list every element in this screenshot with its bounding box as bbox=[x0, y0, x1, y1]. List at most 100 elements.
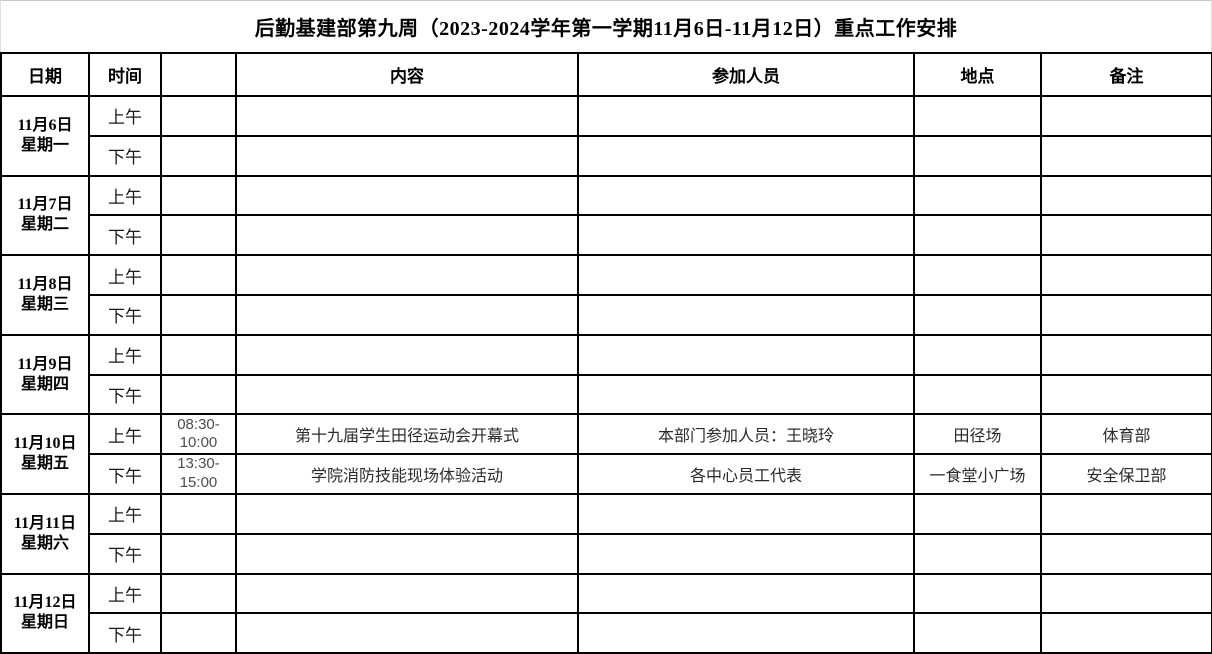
location-cell bbox=[913, 134, 1042, 177]
period-cell: 上午 bbox=[88, 174, 162, 217]
table-row: 11月11日 星期六 上午 bbox=[0, 492, 1212, 575]
period-cell: 下午 bbox=[88, 134, 162, 177]
participants-cell: 各中心员工代表 bbox=[577, 453, 915, 495]
date-cell: 11月10日 星期五 bbox=[0, 413, 90, 495]
note-cell bbox=[1040, 134, 1212, 177]
participants-cell bbox=[577, 174, 915, 217]
title-band: 后勤基建部第九周（2023-2024学年第一学期11月6日-11月12日）重点工… bbox=[0, 0, 1212, 52]
participants-cell bbox=[577, 612, 915, 654]
weekday-text: 星期五 bbox=[20, 455, 69, 473]
participants-cell bbox=[577, 293, 915, 336]
content-cell bbox=[235, 572, 579, 615]
note-cell bbox=[1040, 95, 1212, 137]
location-cell bbox=[913, 492, 1042, 535]
content-cell bbox=[235, 293, 579, 336]
period-cell: 上午 bbox=[88, 95, 162, 137]
period-cell: 下午 bbox=[88, 532, 162, 575]
time-cell bbox=[160, 95, 237, 137]
table-row: 11月10日 星期五 上午 08:30-10:00 第十九届学生田径运动会开幕式… bbox=[0, 413, 1212, 495]
note-cell bbox=[1040, 293, 1212, 336]
time-cell bbox=[160, 214, 237, 257]
location-cell bbox=[913, 174, 1042, 217]
period-cell: 下午 bbox=[88, 293, 162, 336]
content-cell bbox=[235, 333, 579, 376]
time-cell bbox=[160, 174, 237, 217]
table-row: 下午 bbox=[1, 214, 1212, 257]
table-row: 下午 13:30-15:00 学院消防技能现场体验活动 各中心员工代表 一食堂小… bbox=[1, 453, 1212, 495]
location-cell bbox=[913, 612, 1042, 654]
participants-cell bbox=[577, 95, 915, 137]
note-cell bbox=[1040, 532, 1212, 575]
participants-cell bbox=[577, 134, 915, 177]
period-cell: 下午 bbox=[88, 612, 162, 654]
date-cell: 11月11日 星期六 bbox=[0, 492, 90, 575]
time-cell bbox=[160, 492, 237, 535]
period-cell: 上午 bbox=[88, 254, 162, 296]
time-cell bbox=[160, 532, 237, 575]
participants-cell: 本部门参加人员：王晓玲 bbox=[577, 413, 915, 456]
participants-cell bbox=[577, 214, 915, 257]
schedule-table: 日期 时间 内容 参加人员 地点 备注 11月6日 星期一 上午 下午 bbox=[0, 52, 1212, 654]
content-cell bbox=[235, 174, 579, 217]
content-cell: 学院消防技能现场体验活动 bbox=[235, 453, 579, 495]
content-cell bbox=[235, 532, 579, 575]
table-row: 11月9日 星期四 上午 bbox=[0, 333, 1212, 416]
note-cell bbox=[1040, 612, 1212, 654]
period-cell: 上午 bbox=[88, 572, 162, 615]
weekday-text: 星期一 bbox=[20, 136, 69, 154]
content-cell bbox=[235, 492, 579, 535]
table-header-row: 日期 时间 内容 参加人员 地点 备注 bbox=[0, 52, 1212, 97]
table-row: 下午 bbox=[1, 293, 1212, 336]
note-cell bbox=[1040, 174, 1212, 217]
note-cell bbox=[1040, 254, 1212, 296]
date-text: 11月11日 bbox=[13, 514, 77, 532]
col-header-date: 日期 bbox=[0, 52, 90, 97]
content-cell: 第十九届学生田径运动会开幕式 bbox=[235, 413, 579, 456]
time-cell bbox=[160, 134, 237, 177]
content-cell bbox=[235, 95, 579, 137]
time-cell bbox=[160, 293, 237, 336]
date-text: 11月10日 bbox=[13, 435, 77, 453]
col-header-participants: 参加人员 bbox=[577, 52, 915, 97]
location-cell bbox=[913, 532, 1042, 575]
note-cell bbox=[1040, 214, 1212, 257]
location-cell bbox=[913, 254, 1042, 296]
note-cell bbox=[1040, 333, 1212, 376]
participants-cell bbox=[577, 532, 915, 575]
col-header-location: 地点 bbox=[913, 52, 1042, 97]
date-cell: 11月7日 星期二 bbox=[0, 174, 90, 257]
page-title: 后勤基建部第九周（2023-2024学年第一学期11月6日-11月12日）重点工… bbox=[254, 18, 958, 40]
date-cell: 11月8日 星期三 bbox=[0, 254, 90, 336]
table-row: 下午 bbox=[1, 373, 1212, 416]
location-cell: 一食堂小广场 bbox=[913, 453, 1042, 495]
period-cell: 上午 bbox=[88, 492, 162, 535]
table-row: 11月8日 星期三 上午 bbox=[0, 254, 1212, 336]
content-cell bbox=[235, 612, 579, 654]
content-cell bbox=[235, 254, 579, 296]
participants-cell bbox=[577, 492, 915, 535]
location-cell bbox=[913, 95, 1042, 137]
date-cell: 11月6日 星期一 bbox=[0, 95, 90, 177]
weekday-text: 星期日 bbox=[20, 614, 69, 632]
date-text: 11月9日 bbox=[17, 355, 73, 373]
time-cell: 08:30-10:00 bbox=[160, 413, 237, 456]
time-cell: 13:30-15:00 bbox=[160, 453, 237, 495]
col-header-slot bbox=[160, 52, 237, 97]
time-cell bbox=[160, 333, 237, 376]
note-cell bbox=[1040, 492, 1212, 535]
weekday-text: 星期四 bbox=[20, 375, 69, 393]
location-cell: 田径场 bbox=[913, 413, 1042, 456]
location-cell bbox=[913, 293, 1042, 336]
time-cell bbox=[160, 572, 237, 615]
col-header-note: 备注 bbox=[1040, 52, 1212, 97]
time-cell bbox=[160, 254, 237, 296]
table-row: 11月12日 星期日 上午 bbox=[0, 572, 1212, 654]
period-cell: 上午 bbox=[88, 333, 162, 376]
note-cell bbox=[1040, 373, 1212, 416]
time-cell bbox=[160, 612, 237, 654]
location-cell bbox=[913, 572, 1042, 615]
participants-cell bbox=[577, 333, 915, 376]
date-cell: 11月9日 星期四 bbox=[0, 333, 90, 416]
location-cell bbox=[913, 333, 1042, 376]
